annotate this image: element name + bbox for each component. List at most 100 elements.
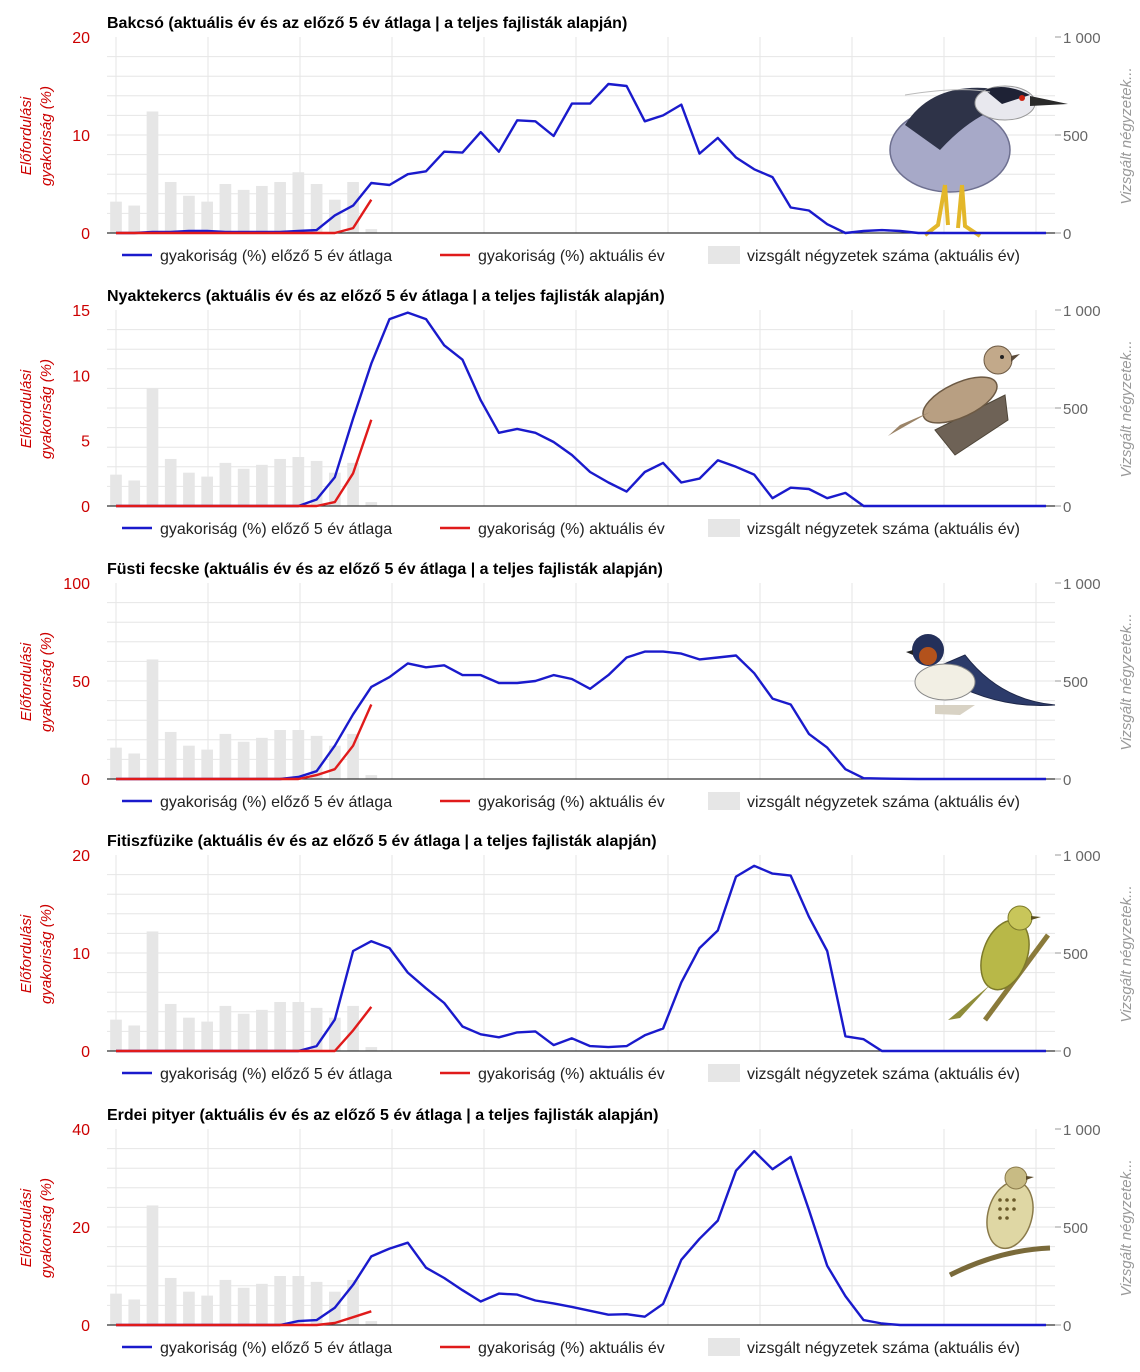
legend: gyakoriság (%) előző 5 év átlaga gyakoris… (122, 1338, 1020, 1357)
bar-3 (164, 1003, 177, 1051)
chart-4: 0 10 20 0 500 1 000 Előfordulási gyakoriság (%)… (18, 833, 1135, 1083)
bar-6 (219, 1279, 232, 1325)
bar-7 (237, 1287, 250, 1325)
bar-5 (201, 749, 214, 779)
bar-7 (237, 1013, 250, 1051)
bar-12 (328, 745, 341, 779)
bar-series (110, 931, 378, 1051)
left-tick-label: 20 (72, 30, 90, 47)
left-tick-label: 0 (81, 1318, 90, 1335)
bar-series (110, 388, 378, 506)
bar-9 (274, 730, 286, 779)
right-tick-label: 0 (1063, 499, 1071, 516)
chart-title: Bakcsó (aktuális év és az előző 5 év átl… (107, 15, 627, 32)
bar-4 (183, 472, 195, 506)
right-axis-title: Vizsgált négyzetek... (1118, 1159, 1135, 1296)
legend-current-label: gyakoriság (%) aktuális év (478, 521, 665, 538)
line-avg-5-years (116, 1149, 1046, 1327)
bar-13 (347, 1005, 359, 1051)
legend: gyakoriság (%) előző 5 év átlaga gyakoris… (122, 519, 1020, 538)
bar-6 (219, 462, 232, 506)
bar-4 (183, 1291, 195, 1325)
line-avg-5-years (116, 311, 1046, 508)
line-current-year (116, 1006, 373, 1053)
left-tick-label: 5 (81, 434, 90, 451)
bar-1 (128, 1025, 141, 1051)
right-tick-label: 500 (1063, 128, 1088, 145)
legend-avg-label: gyakoriság (%) előző 5 év átlaga (160, 521, 392, 538)
bar-7 (237, 468, 250, 506)
bar-14 (365, 1321, 378, 1325)
bar-3 (164, 458, 177, 506)
left-tick-label: 10 (72, 128, 90, 145)
legend: gyakoriság (%) előző 5 év átlaga gyakoris… (122, 246, 1020, 265)
chart-5: 0 20 40 0 500 1 000 Előfordulási gyakoriság (%)… (18, 1107, 1135, 1357)
bar-10 (292, 1002, 305, 1051)
bar-1 (128, 205, 141, 233)
bar-10 (292, 457, 305, 506)
bar-6 (219, 1005, 232, 1051)
left-tick-label: 20 (72, 1220, 90, 1237)
legend: gyakoriság (%) előző 5 év átlaga gyakoris… (122, 1064, 1020, 1083)
right-tick-label: 1 000 (1063, 30, 1101, 47)
legend-current-label: gyakoriság (%) aktuális év (478, 794, 665, 811)
bar-13 (347, 733, 359, 779)
right-axis-title: Vizsgált négyzetek... (1118, 340, 1135, 477)
right-axis-title: Vizsgált négyzetek... (1118, 67, 1135, 204)
bar-0 (110, 474, 122, 506)
bar-3 (164, 1277, 177, 1325)
bar-6 (219, 733, 232, 779)
bar-1 (128, 1299, 141, 1325)
bar-7 (237, 741, 250, 779)
legend-current-label: gyakoriság (%) aktuális év (478, 1066, 665, 1083)
bar-5 (201, 1295, 214, 1325)
bar-11 (310, 1281, 323, 1325)
heron-icon (889, 85, 1068, 238)
bar-8 (256, 1009, 268, 1051)
line-current-year (116, 199, 373, 235)
bar-4 (183, 745, 195, 779)
right-tick-label: 0 (1063, 772, 1071, 789)
bar-5 (201, 1021, 214, 1051)
bar-9 (274, 182, 286, 233)
chart-title: Fitiszfüzike (aktuális év és az előző 5 … (107, 833, 657, 850)
warbler-icon (948, 905, 1051, 1022)
left-axis-title: Előfordulási gyakoriság (%) (18, 359, 55, 459)
bar-13 (347, 182, 359, 233)
left-tick-label: 0 (81, 499, 90, 516)
bar-2 (146, 388, 159, 506)
bar-13 (347, 462, 359, 506)
bar-9 (274, 1276, 286, 1325)
bar-11 (310, 1007, 323, 1051)
left-tick-label: 10 (72, 946, 90, 963)
left-axis-title: Előfordulási gyakoriság (%) (18, 1178, 55, 1278)
bar-series (110, 1205, 378, 1325)
pipit-icon (948, 1166, 1051, 1278)
bar-2 (146, 1205, 159, 1325)
bar-2 (146, 111, 159, 233)
bar-12 (328, 472, 341, 506)
right-tick-label: 1 000 (1063, 576, 1101, 593)
right-tick-label: 1 000 (1063, 303, 1101, 320)
left-tick-label: 50 (72, 674, 90, 691)
bar-13 (347, 1279, 359, 1325)
bar-1 (128, 753, 141, 779)
legend-current-label: gyakoriság (%) aktuális év (478, 1340, 665, 1357)
bar-1 (128, 480, 141, 506)
bar-8 (256, 1283, 268, 1325)
left-tick-label: 40 (72, 1122, 90, 1139)
bar-10 (292, 172, 305, 233)
bar-9 (274, 458, 286, 506)
chart-1: 0 10 20 0 500 1 000 Előfordulási gyakoriság (%)… (18, 15, 1135, 265)
left-axis-title: Előfordulási gyakoriság (%) (18, 904, 55, 1004)
right-tick-label: 0 (1063, 1318, 1071, 1335)
chart-2: 0 5 10 15 0 500 1 000 Előfordulási gyakoriság (%… (18, 288, 1135, 538)
bar-2 (146, 931, 159, 1051)
bar-14 (365, 775, 378, 779)
bar-series (110, 659, 378, 779)
right-tick-label: 1 000 (1063, 848, 1101, 865)
bar-4 (183, 1017, 195, 1051)
bar-7 (237, 189, 250, 233)
bar-8 (256, 737, 268, 779)
